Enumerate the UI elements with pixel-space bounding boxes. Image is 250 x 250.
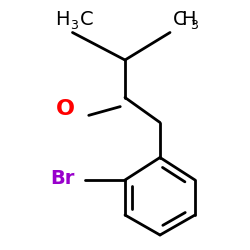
Text: O: O xyxy=(56,99,75,119)
Text: 3: 3 xyxy=(190,19,198,32)
Text: H: H xyxy=(181,10,196,29)
Text: C: C xyxy=(80,10,93,29)
Text: H: H xyxy=(56,10,70,29)
Text: C: C xyxy=(172,10,186,29)
Text: Br: Br xyxy=(50,169,75,188)
Text: 3: 3 xyxy=(70,19,78,32)
